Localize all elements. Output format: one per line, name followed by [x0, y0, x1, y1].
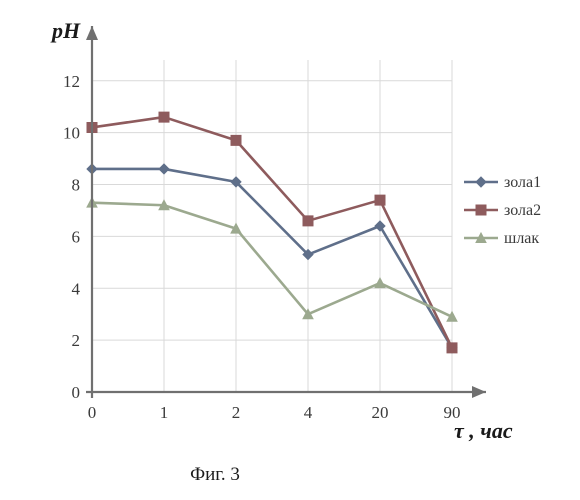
ph-line-chart: 02468101201242090pHτ , часзола1зола2шлак: [22, 12, 562, 452]
series-marker-zola2: [231, 135, 241, 145]
legend-swatch-marker: [476, 205, 486, 215]
series-line-zola2: [92, 117, 452, 348]
y-axis-arrow-icon: [86, 26, 98, 40]
legend-label: зола2: [504, 202, 541, 219]
y-tick-label: 0: [72, 383, 81, 402]
x-axis-arrow-icon: [472, 386, 486, 398]
x-tick-label: 1: [160, 403, 169, 422]
x-tick-label: 0: [88, 403, 97, 422]
y-tick-label: 12: [63, 72, 80, 91]
series-marker-zola2: [447, 343, 457, 353]
figure-caption: Фиг. 3: [0, 464, 430, 486]
y-tick-label: 8: [72, 176, 81, 195]
x-tick-label: 2: [232, 403, 241, 422]
y-tick-label: 10: [63, 124, 80, 143]
series-marker-zola1: [159, 164, 169, 174]
x-tick-label: 4: [304, 403, 313, 422]
series-marker-shlak: [375, 278, 385, 288]
x-tick-label: 20: [372, 403, 389, 422]
series-marker-zola2: [303, 216, 313, 226]
x-axis-title: τ , час: [454, 418, 513, 442]
y-tick-label: 2: [72, 331, 81, 350]
legend-swatch-marker: [476, 177, 486, 187]
series-marker-zola2: [159, 112, 169, 122]
y-axis-title: pH: [50, 18, 81, 43]
legend-label: зола1: [504, 174, 541, 191]
y-tick-label: 4: [72, 279, 81, 298]
series-marker-zola2: [375, 195, 385, 205]
y-tick-label: 6: [72, 227, 81, 246]
legend-label: шлак: [504, 230, 539, 247]
chart-svg: 02468101201242090pHτ , часзола1зола2шлак: [22, 12, 562, 442]
series-line-zola1: [92, 169, 452, 348]
